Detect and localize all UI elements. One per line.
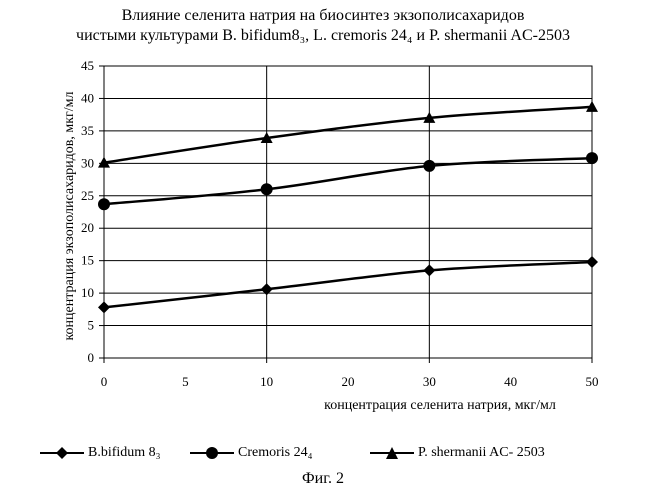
data-point-circle <box>261 183 273 195</box>
x-tick-label: 10 <box>260 374 273 389</box>
x-tick-label: 20 <box>342 374 355 389</box>
x-tick-label: 30 <box>423 374 436 389</box>
diamond-marker-icon <box>40 445 84 461</box>
x-tick-label: 40 <box>504 374 517 389</box>
y-tick-label: 10 <box>81 285 94 300</box>
data-point-diamond <box>423 264 435 276</box>
data-point-circle <box>98 198 110 210</box>
figure-caption: Фиг. 2 <box>0 470 646 488</box>
legend-label-bifidum: B.bifidum 8₃ <box>88 445 161 461</box>
x-tick-label: 0 <box>101 374 108 389</box>
legend-item-shermanii: P. shermanii AC- 2503 <box>370 442 545 464</box>
series-line-0 <box>104 262 592 307</box>
data-point-circle <box>586 152 598 164</box>
y-tick-label: 20 <box>81 220 94 235</box>
triangle-marker-icon <box>370 445 414 461</box>
y-tick-label: 45 <box>81 58 94 73</box>
data-point-circle <box>423 160 435 172</box>
legend-label-cremoris: Cremoris 24₄ <box>238 445 312 461</box>
y-tick-label: 35 <box>81 123 94 138</box>
y-tick-label: 40 <box>81 90 94 105</box>
line-chart: 0 5 10 15 20 25 30 35 40 45 0 5 10 20 30 40 50 концентрац… <box>0 0 646 440</box>
y-tick-label: 5 <box>88 318 95 333</box>
x-tick-label: 50 <box>586 374 599 389</box>
series-line-1 <box>104 158 592 204</box>
legend-label-shermanii: P. shermanii AC- 2503 <box>418 445 545 461</box>
series-line-2 <box>104 107 592 163</box>
plot-frame <box>104 66 592 358</box>
y-axis-label: концентрация экзополисахаридов, мкг/мл <box>62 91 77 340</box>
y-tick-label: 15 <box>81 253 94 268</box>
data-point-diamond <box>98 301 110 313</box>
y-tick-label: 0 <box>88 350 95 365</box>
circle-marker-icon <box>190 445 234 461</box>
legend-item-bifidum: B.bifidum 8₃ <box>40 442 161 464</box>
data-point-diamond <box>586 256 598 268</box>
x-axis-label: концентрация селенита натрия, мкг/мл <box>324 398 556 413</box>
legend: B.bifidum 8₃ Cremoris 24₄ P. shermanii A… <box>40 442 640 464</box>
x-tick-label: 5 <box>182 374 189 389</box>
y-tick-label: 30 <box>81 155 94 170</box>
y-tick-label: 25 <box>81 188 94 203</box>
legend-item-cremoris: Cremoris 24₄ <box>190 442 312 464</box>
